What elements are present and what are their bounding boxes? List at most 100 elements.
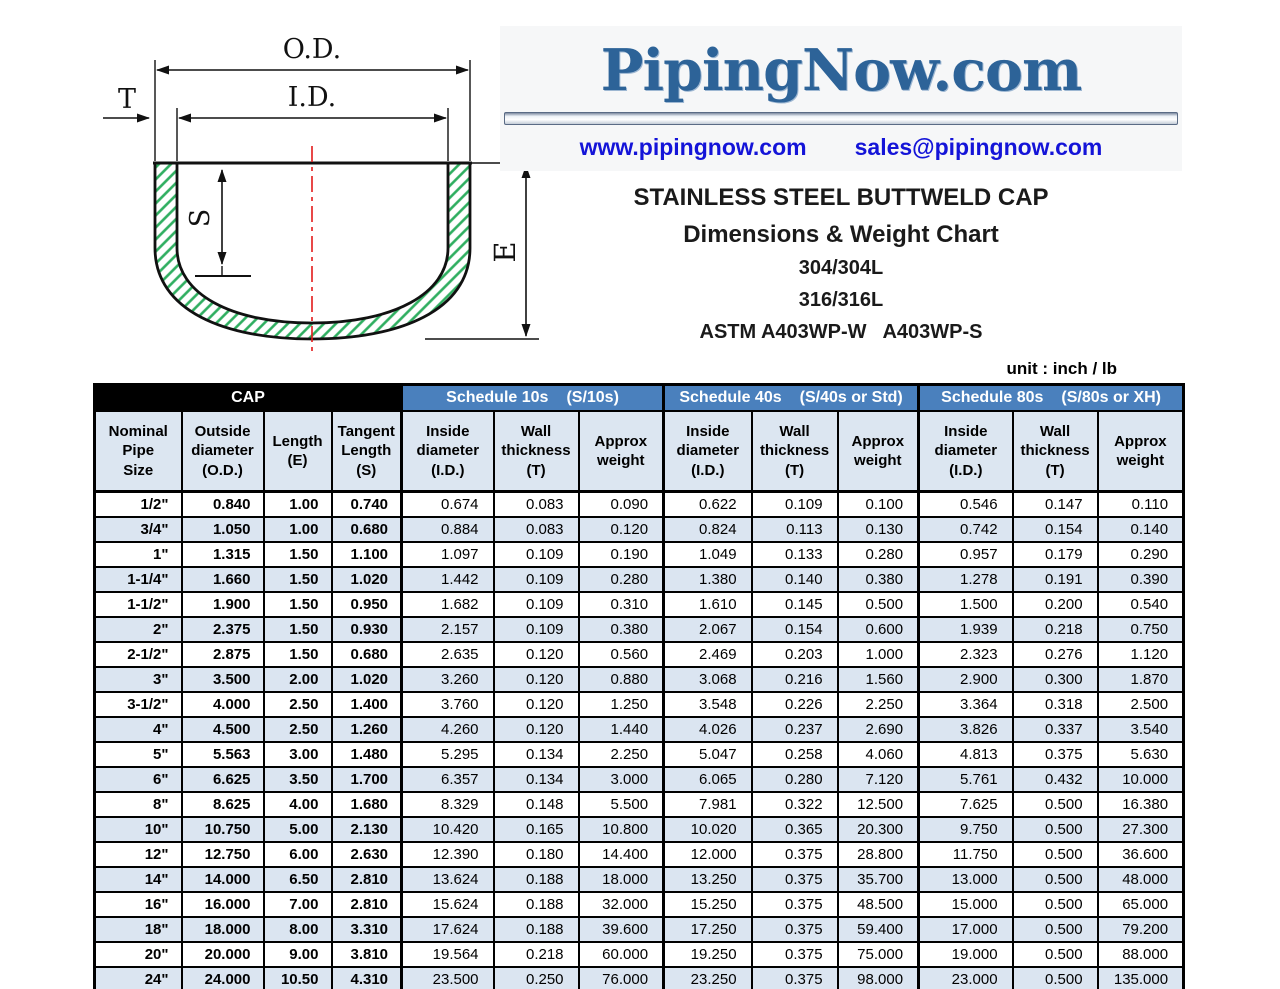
- cell-sch10-inside-diameter: 1.682: [400, 591, 495, 618]
- cell-sch40-approx-weight: 2.250: [836, 691, 920, 718]
- table-row: 12" 12.750 6.00 2.630 12.390 0.180 14.400 12.00…: [93, 841, 1185, 868]
- cell-outside-diameter: 2.875: [180, 641, 265, 668]
- cell-sch10-inside-diameter: 10.420: [400, 816, 495, 843]
- cell-outside-diameter: 2.375: [180, 616, 265, 643]
- cell-sch10-approx-weight: 32.000: [577, 891, 665, 918]
- cell-sch40-approx-weight: 0.600: [836, 616, 920, 643]
- cell-sch40-inside-diameter: 15.250: [662, 891, 753, 918]
- cell-sch80-wall-thickness: 0.500: [1011, 791, 1099, 818]
- cell-sch80-inside-diameter: 1.278: [917, 566, 1014, 593]
- cell-sch80-inside-diameter: 2.900: [917, 666, 1014, 693]
- cell-sch80-wall-thickness: 0.200: [1011, 591, 1099, 618]
- cell-sch10-wall-thickness: 0.109: [492, 566, 580, 593]
- cell-sch10-inside-diameter: 8.329: [400, 791, 495, 818]
- cell-tangent-length-s: 1.400: [330, 691, 403, 718]
- table-row: 8" 8.625 4.00 1.680 8.329 0.148 5.500 7.981 0.32…: [93, 791, 1185, 818]
- cell-sch80-inside-diameter: 9.750: [917, 816, 1014, 843]
- cell-sch80-approx-weight: 0.140: [1096, 516, 1185, 543]
- cell-sch40-wall-thickness: 0.226: [750, 691, 839, 718]
- cell-tangent-length-s: 4.310: [330, 966, 403, 989]
- cell-sch80-inside-diameter: 15.000: [917, 891, 1014, 918]
- website-link[interactable]: www.pipingnow.com: [579, 134, 807, 160]
- cell-sch80-inside-diameter: 13.000: [917, 866, 1014, 893]
- cell-sch40-inside-diameter: 1.380: [662, 566, 753, 593]
- cell-sch40-inside-diameter: 2.067: [662, 616, 753, 643]
- cell-sch80-inside-diameter: 1.500: [917, 591, 1014, 618]
- title-block: STAINLESS STEEL BUTTWELD CAP Dimensions …: [500, 184, 1182, 344]
- cell-sch80-approx-weight: 0.750: [1096, 616, 1185, 643]
- grade-316: 316/316L: [798, 289, 884, 311]
- cell-sch10-approx-weight: 60.000: [577, 941, 665, 968]
- cell-sch80-inside-diameter: 0.957: [917, 541, 1014, 568]
- cell-sch80-approx-weight: 27.300: [1096, 816, 1185, 843]
- email-link[interactable]: sales@pipingnow.com: [854, 134, 1103, 160]
- cell-sch10-wall-thickness: 0.250: [492, 966, 580, 989]
- cell-sch80-approx-weight: 16.380: [1096, 791, 1185, 818]
- od-label: O.D.: [283, 34, 341, 65]
- cell-sch80-wall-thickness: 0.191: [1011, 566, 1099, 593]
- s-label: S: [185, 209, 216, 228]
- cell-sch40-wall-thickness: 0.365: [750, 816, 839, 843]
- cell-length-e: 6.50: [262, 866, 333, 893]
- cell-sch80-approx-weight: 0.390: [1096, 566, 1185, 593]
- cell-sch40-approx-weight: 12.500: [836, 791, 920, 818]
- table-row: 3/4" 1.050 1.00 0.680 0.884 0.083 0.120 0.824 0.…: [93, 516, 1185, 543]
- column-header-sch80-approx-weight: Approx weight: [1096, 410, 1185, 493]
- cell-sch40-wall-thickness: 0.375: [750, 841, 839, 868]
- cell-sch40-approx-weight: 4.060: [836, 741, 920, 768]
- cell-sch80-approx-weight: 3.540: [1096, 716, 1185, 743]
- cell-sch40-inside-diameter: 19.250: [662, 941, 753, 968]
- cell-sch40-wall-thickness: 0.140: [750, 566, 839, 593]
- cell-nominal-pipe-size: 3-1/2": [93, 691, 183, 718]
- cell-sch10-wall-thickness: 0.120: [492, 716, 580, 743]
- cell-sch80-wall-thickness: 0.500: [1011, 866, 1099, 893]
- cell-sch40-wall-thickness: 0.375: [750, 866, 839, 893]
- cell-sch80-wall-thickness: 0.500: [1011, 941, 1099, 968]
- cell-nominal-pipe-size: 3": [93, 666, 183, 693]
- cell-sch10-approx-weight: 0.310: [577, 591, 665, 618]
- cell-sch40-approx-weight: 1.000: [836, 641, 920, 668]
- cell-sch10-inside-diameter: 4.260: [400, 716, 495, 743]
- cell-sch10-approx-weight: 0.880: [577, 666, 665, 693]
- cell-sch10-inside-diameter: 0.674: [400, 490, 495, 518]
- cell-sch40-wall-thickness: 0.203: [750, 641, 839, 668]
- cell-sch10-wall-thickness: 0.120: [492, 641, 580, 668]
- cell-tangent-length-s: 1.480: [330, 741, 403, 768]
- cell-sch10-wall-thickness: 0.148: [492, 791, 580, 818]
- cell-sch80-approx-weight: 65.000: [1096, 891, 1185, 918]
- cell-tangent-length-s: 1.260: [330, 716, 403, 743]
- cell-tangent-length-s: 0.950: [330, 591, 403, 618]
- cell-sch40-wall-thickness: 0.258: [750, 741, 839, 768]
- column-header-sch40-approx-weight: Approx weight: [836, 410, 920, 493]
- cell-nominal-pipe-size: 4": [93, 716, 183, 743]
- group-label: Schedule 10s: [446, 389, 549, 406]
- cell-sch40-approx-weight: 2.690: [836, 716, 920, 743]
- table-row: 5" 5.563 3.00 1.480 5.295 0.134 2.250 5.047 0.25…: [93, 741, 1185, 768]
- table-row: 20" 20.000 9.00 3.810 19.564 0.218 60.000 19.25…: [93, 941, 1185, 968]
- table-row: 3-1/2" 4.000 2.50 1.400 3.760 0.120 1.250 3.548…: [93, 691, 1185, 718]
- cell-outside-diameter: 4.000: [180, 691, 265, 718]
- cell-sch10-approx-weight: 0.380: [577, 616, 665, 643]
- cell-sch10-approx-weight: 39.600: [577, 916, 665, 943]
- cell-nominal-pipe-size: 1-1/4": [93, 566, 183, 593]
- cell-outside-diameter: 1.050: [180, 516, 265, 543]
- cell-tangent-length-s: 3.810: [330, 941, 403, 968]
- cell-sch40-inside-diameter: 10.020: [662, 816, 753, 843]
- cell-outside-diameter: 14.000: [180, 866, 265, 893]
- cell-sch40-inside-diameter: 4.026: [662, 716, 753, 743]
- cell-sch40-approx-weight: 0.500: [836, 591, 920, 618]
- cell-sch80-inside-diameter: 3.364: [917, 691, 1014, 718]
- cell-length-e: 1.00: [262, 490, 333, 518]
- cell-sch10-inside-diameter: 19.564: [400, 941, 495, 968]
- cell-sch80-approx-weight: 1.120: [1096, 641, 1185, 668]
- cell-length-e: 1.50: [262, 591, 333, 618]
- cell-length-e: 2.00: [262, 666, 333, 693]
- cell-sch10-approx-weight: 0.120: [577, 516, 665, 543]
- cell-sch40-inside-diameter: 3.068: [662, 666, 753, 693]
- cell-sch40-wall-thickness: 0.375: [750, 941, 839, 968]
- cell-outside-diameter: 1.315: [180, 541, 265, 568]
- cell-sch40-inside-diameter: 0.824: [662, 516, 753, 543]
- group-label: CAP: [231, 389, 265, 406]
- cell-sch80-approx-weight: 36.600: [1096, 841, 1185, 868]
- cell-sch10-inside-diameter: 1.097: [400, 541, 495, 568]
